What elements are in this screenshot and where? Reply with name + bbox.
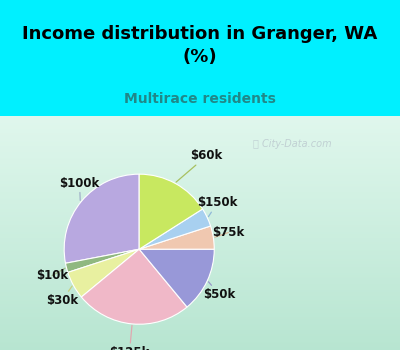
Text: $150k: $150k — [197, 196, 238, 217]
Wedge shape — [139, 249, 214, 307]
Wedge shape — [66, 249, 139, 272]
Wedge shape — [139, 174, 202, 249]
Text: $30k: $30k — [46, 286, 78, 307]
Text: $75k: $75k — [212, 226, 244, 239]
Wedge shape — [81, 249, 187, 324]
Text: $100k: $100k — [60, 177, 100, 201]
Text: $125k: $125k — [109, 326, 150, 350]
Text: $60k: $60k — [176, 149, 223, 182]
Wedge shape — [139, 209, 210, 249]
Wedge shape — [139, 226, 214, 249]
Wedge shape — [68, 249, 139, 297]
Wedge shape — [64, 174, 139, 263]
Text: $10k: $10k — [36, 268, 68, 282]
Text: $50k: $50k — [203, 282, 236, 301]
Text: Income distribution in Granger, WA
(%): Income distribution in Granger, WA (%) — [22, 26, 378, 65]
Text: Multirace residents: Multirace residents — [124, 92, 276, 106]
Text: ⓘ City-Data.com: ⓘ City-Data.com — [253, 139, 331, 149]
